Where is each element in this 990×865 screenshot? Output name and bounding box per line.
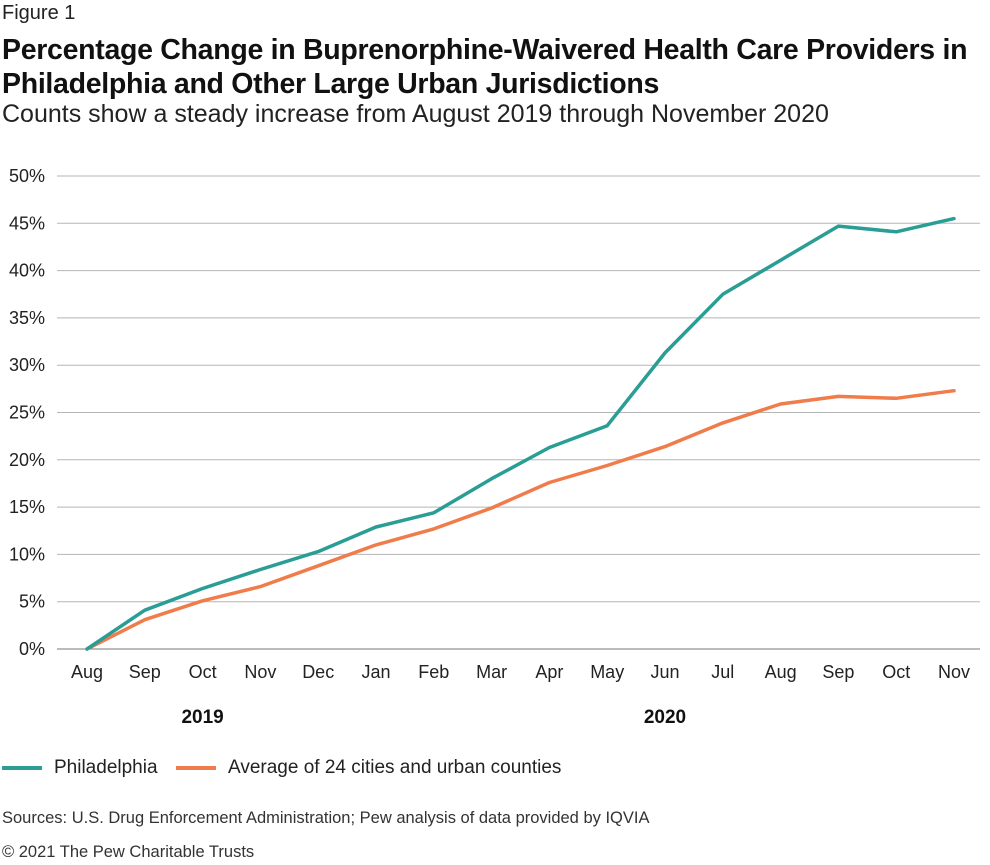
x-tick-label: Apr [535,662,563,682]
x-tick-label: Aug [71,662,103,682]
x-tick-label: May [590,662,624,682]
series-line-philadelphia [85,216,956,651]
y-tick-label: 20% [9,450,45,470]
y-tick-label: 40% [9,261,45,281]
legend-swatch-average [176,766,216,770]
line-chart: 0% 5% 10% 15% 20% 25% 30% 35% 40% 45% 50% Aug Sep Oct… [9,166,980,728]
x-tick-label: Oct [189,662,217,682]
legend-label-philadelphia: Philadelphia [54,757,158,778]
series-line-average [85,388,956,651]
x-tick-label: Oct [882,662,910,682]
legend-swatch-philadelphia [2,766,42,770]
y-tick-label: 45% [9,213,45,233]
x-tick-label: Dec [302,662,334,682]
copyright-note: © 2021 The Pew Charitable Trusts [2,843,255,861]
chart-title: Percentage Change in Buprenorphine-Waive… [2,34,968,100]
x-tick-label: Nov [244,662,276,682]
x-tick-label: Sep [822,662,854,682]
figure-label: Figure 1 [2,2,76,24]
x-tick-label: Nov [938,662,970,682]
chart-subtitle: Counts show a steady increase from Augus… [2,100,829,128]
y-tick-label: 25% [9,403,45,423]
x-tick-label: Jul [711,662,734,682]
legend-item-average: Average of 24 cities and urban counties [176,757,561,779]
y-tick-label: 15% [9,497,45,517]
y-tick-label: 30% [9,355,45,375]
y-tick-label: 50% [9,166,45,186]
x-tick-label: Feb [418,662,449,682]
y-tick-label: 35% [9,308,45,328]
year-label: 2020 [644,707,686,728]
source-note: Sources: U.S. Drug Enforcement Administr… [2,809,650,827]
legend-item-philadelphia: Philadelphia [2,757,158,779]
year-label: 2019 [181,707,223,728]
x-tick-label: Sep [129,662,161,682]
y-tick-label: 10% [9,544,45,564]
legend-label-average: Average of 24 cities and urban counties [228,757,562,778]
x-tick-label: Mar [476,662,507,682]
y-tick-label: 0% [19,639,45,659]
chart-legend: Philadelphia Average of 24 cities and ur… [0,757,990,783]
x-tick-label: Jan [361,662,390,682]
x-tick-label: Jun [650,662,679,682]
x-tick-label: Aug [765,662,797,682]
y-tick-label: 5% [19,592,45,612]
